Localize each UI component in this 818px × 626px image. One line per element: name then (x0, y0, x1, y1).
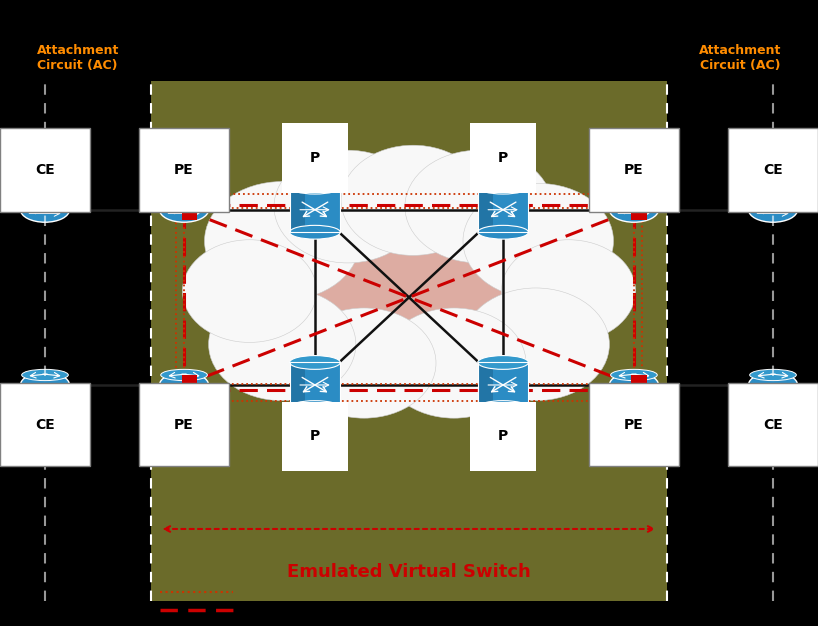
Text: CE: CE (763, 418, 783, 431)
Bar (290, 187, 340, 232)
Text: CE: CE (35, 163, 55, 177)
Ellipse shape (610, 194, 658, 205)
Ellipse shape (748, 197, 798, 222)
Bar (182, 200, 197, 220)
Ellipse shape (748, 372, 798, 398)
Circle shape (274, 150, 421, 263)
Bar (290, 362, 305, 408)
Ellipse shape (22, 369, 68, 381)
Ellipse shape (290, 225, 340, 239)
Text: CE: CE (763, 163, 783, 177)
Text: Emulated Virtual Switch: Emulated Virtual Switch (287, 563, 531, 582)
FancyBboxPatch shape (151, 81, 667, 601)
Ellipse shape (609, 197, 658, 222)
Ellipse shape (290, 401, 340, 414)
Bar (290, 362, 340, 408)
Circle shape (209, 288, 356, 401)
Bar (182, 375, 197, 395)
Ellipse shape (20, 372, 70, 398)
Ellipse shape (478, 180, 528, 194)
Ellipse shape (237, 203, 581, 366)
Text: P: P (498, 151, 508, 165)
Ellipse shape (290, 356, 340, 369)
Circle shape (462, 288, 609, 401)
Text: P: P (498, 429, 508, 443)
Ellipse shape (22, 194, 68, 205)
Bar (478, 187, 528, 232)
Circle shape (501, 240, 636, 342)
Bar (631, 375, 647, 395)
Ellipse shape (749, 194, 796, 205)
Text: P: P (310, 429, 320, 443)
Bar (478, 362, 528, 408)
Circle shape (341, 145, 485, 255)
Ellipse shape (290, 180, 340, 194)
Circle shape (204, 182, 360, 300)
Text: PE: PE (174, 418, 194, 431)
Text: PE: PE (174, 163, 194, 177)
Ellipse shape (610, 369, 658, 381)
Circle shape (382, 308, 526, 418)
Ellipse shape (609, 372, 658, 398)
Bar (478, 187, 493, 232)
Text: Attachment
Circuit (AC): Attachment Circuit (AC) (699, 44, 781, 72)
Ellipse shape (749, 369, 796, 381)
Circle shape (405, 150, 552, 263)
Text: P: P (310, 151, 320, 165)
Ellipse shape (161, 369, 208, 381)
Ellipse shape (160, 197, 209, 222)
Ellipse shape (478, 225, 528, 239)
Circle shape (292, 308, 436, 418)
Text: Attachment
Circuit (AC): Attachment Circuit (AC) (37, 44, 119, 72)
Bar (631, 200, 647, 220)
Bar (478, 362, 493, 408)
Ellipse shape (478, 356, 528, 369)
Circle shape (182, 240, 317, 342)
Ellipse shape (160, 372, 209, 398)
Text: PE: PE (624, 418, 644, 431)
Text: PE: PE (624, 163, 644, 177)
Ellipse shape (478, 401, 528, 414)
Ellipse shape (20, 197, 70, 222)
Text: CE: CE (35, 418, 55, 431)
Bar (290, 187, 305, 232)
Ellipse shape (161, 194, 208, 205)
Circle shape (463, 183, 614, 299)
